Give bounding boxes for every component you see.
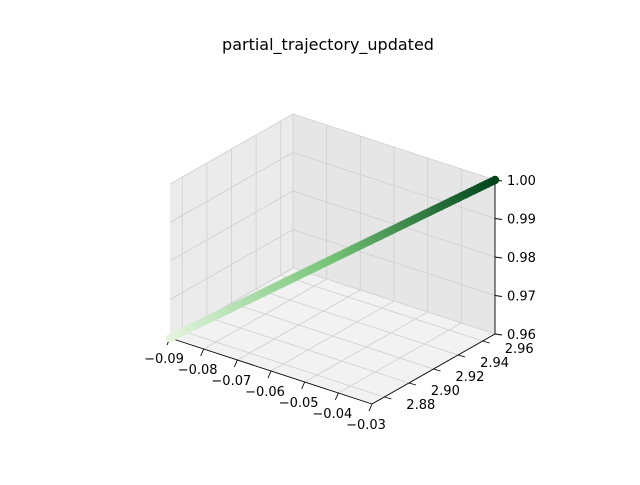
tick-labels: −0.09−0.08−0.07−0.06−0.05−0.04−0.032.882… bbox=[144, 174, 536, 433]
x-tick-label: −0.07 bbox=[211, 374, 251, 389]
z-tick-mark bbox=[494, 333, 503, 336]
x-tick-mark bbox=[368, 403, 373, 412]
grid-line-z-left bbox=[169, 113, 294, 185]
grid-line-z-back bbox=[292, 229, 496, 296]
y-tick-mark bbox=[408, 382, 417, 386]
grid-line-z-left bbox=[169, 190, 294, 262]
z-tick-label: 0.99 bbox=[507, 213, 536, 228]
grid-line-z-left bbox=[169, 152, 294, 223]
grid-line-z-back bbox=[292, 152, 496, 219]
trajectory-point bbox=[490, 175, 500, 185]
y-tick-label: 2.96 bbox=[505, 342, 534, 357]
x-tick-mark bbox=[301, 381, 306, 390]
y-tick-mark bbox=[384, 396, 392, 400]
z-tick-mark bbox=[494, 256, 503, 259]
x-tick-label: −0.09 bbox=[144, 352, 184, 367]
x-tick-mark bbox=[233, 359, 238, 368]
y-tick-mark bbox=[482, 340, 490, 344]
z-tick-mark bbox=[494, 218, 503, 220]
y-tick-label: 2.90 bbox=[431, 384, 460, 399]
z-tick-label: 1.00 bbox=[507, 174, 536, 189]
x-tick-label: −0.05 bbox=[279, 396, 319, 411]
grid-line-y-floor bbox=[280, 274, 483, 342]
x-tick-label: −0.03 bbox=[346, 418, 386, 433]
y-tick-label: 2.94 bbox=[480, 356, 509, 371]
x-tick-mark bbox=[200, 348, 205, 357]
grid-line-y-floor bbox=[231, 302, 434, 370]
grid-line-z-back bbox=[292, 190, 496, 258]
y-tick-mark bbox=[433, 368, 441, 372]
grid-line-y-floor bbox=[182, 330, 385, 398]
y-tick-label: 2.88 bbox=[406, 398, 435, 413]
trajectory-series bbox=[165, 175, 500, 343]
z-tick-mark bbox=[494, 295, 503, 297]
x-tick-label: −0.06 bbox=[245, 385, 285, 400]
grid-line-y-floor bbox=[255, 288, 459, 356]
x-tick-label: −0.04 bbox=[312, 407, 352, 422]
grid-line-y-floor bbox=[206, 316, 410, 384]
z-tick-label: 0.97 bbox=[507, 290, 536, 305]
chart-title: partial_trajectory_updated bbox=[222, 35, 434, 55]
grid-line-z-left bbox=[169, 229, 294, 300]
y-tick-label: 2.92 bbox=[456, 370, 485, 385]
z-tick-label: 0.96 bbox=[507, 328, 536, 343]
grid-lines bbox=[169, 113, 496, 405]
x-tick-label: −0.08 bbox=[178, 363, 218, 378]
y-tick-mark bbox=[457, 354, 466, 358]
z-tick-label: 0.98 bbox=[507, 251, 536, 266]
x-tick-mark bbox=[334, 392, 339, 401]
grid-line-z-back bbox=[292, 267, 496, 335]
x-tick-mark bbox=[267, 370, 272, 379]
grid-line-z-back bbox=[292, 113, 496, 181]
